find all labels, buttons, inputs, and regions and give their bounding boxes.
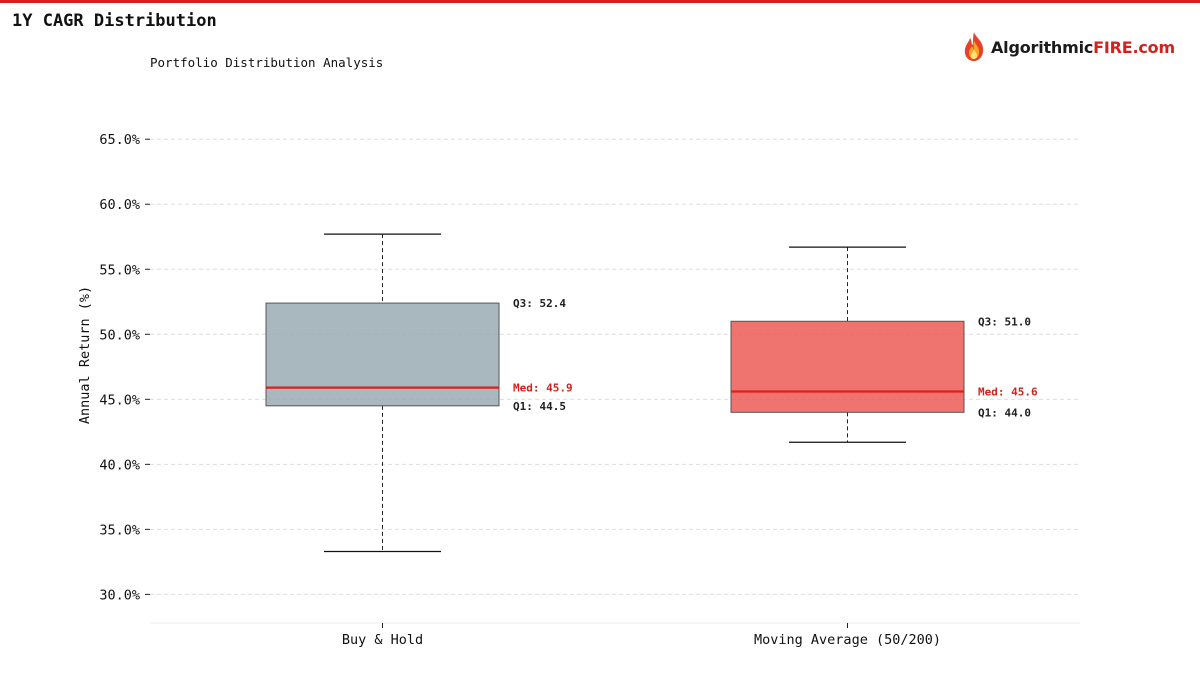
median-label: Med: 45.9 (513, 382, 573, 395)
y-tick-label: 60.0% (99, 197, 140, 213)
logo-text-main: Algorithmic (991, 37, 1094, 57)
chart-subtitle: Portfolio Distribution Analysis (150, 55, 384, 70)
q1-label: Q1: 44.0 (978, 406, 1031, 419)
axes: 30.0% 35.0% 40.0% 45.0% 50.0% 55.0% 60.0% 65.0%… (99, 132, 1080, 648)
logo-text-accent: FIRE.com (1093, 37, 1175, 57)
y-tick-label: 45.0% (99, 392, 140, 408)
q1-label: Q1: 44.5 (513, 400, 566, 413)
x-tick-label: Buy & Hold (342, 632, 423, 648)
chart-title: 1Y CAGR Distribution (12, 11, 217, 31)
y-tick-label: 50.0% (99, 327, 140, 343)
q3-label: Q3: 52.4 (513, 297, 566, 310)
iqr-box (730, 320, 965, 413)
x-tick-label: Moving Average (50/200) (754, 632, 941, 648)
median-label: Med: 45.6 (978, 386, 1038, 399)
y-tick-label: 40.0% (99, 457, 140, 473)
top-accent-bar (0, 0, 1200, 3)
y-axis-label: Annual Return (%) (77, 286, 93, 424)
q3-label: Q3: 51.0 (978, 315, 1031, 328)
box-group: Q3: 51.0 Med: 45.6 Q1: 44.0 (730, 246, 1038, 443)
y-tick-label: 55.0% (99, 262, 140, 278)
y-tick-label: 35.0% (99, 522, 140, 538)
iqr-box (265, 302, 500, 407)
y-tick-label: 65.0% (99, 132, 140, 148)
brand-logo[interactable]: AlgorithmicFIRE.com (961, 30, 1175, 64)
box-series: Q3: 52.4 Med: 45.9 Q1: 44.5 Q3: 51.0 Med: 45… (265, 233, 1038, 553)
flame-icon (961, 31, 987, 63)
box-group: Q3: 52.4 Med: 45.9 Q1: 44.5 (265, 233, 573, 553)
y-tick-label: 30.0% (99, 587, 140, 603)
